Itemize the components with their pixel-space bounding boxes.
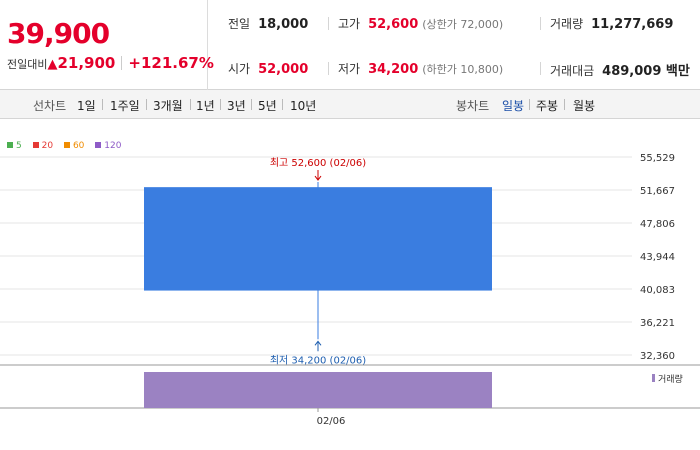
current-price: 39,900 bbox=[7, 17, 110, 50]
stat-label: 거래대금 bbox=[550, 64, 595, 78]
stat-high: 고가 52,600 (상한가 72,000) bbox=[327, 15, 504, 32]
stat-open: 시가 52,000 bbox=[228, 60, 308, 77]
price-panel: 39,900 전일대비▲21,900 +121.67% bbox=[0, 0, 214, 90]
change-label: 전일대비 bbox=[7, 58, 48, 71]
stat-sub: (하한가 10,800) bbox=[422, 63, 504, 76]
legend-item-ma60: 60 bbox=[63, 141, 85, 151]
volume-legend-label: 거래량 bbox=[658, 373, 683, 385]
stat-label: 거래량 bbox=[550, 17, 584, 31]
stat-volume: 거래량 11,277,669 bbox=[539, 15, 674, 32]
tab-1w[interactable]: 1주일 bbox=[110, 99, 140, 113]
legend-swatch bbox=[63, 142, 70, 148]
chart-period-tabs: 선차트 1일 1주일 3개월 1년 3년 5년 10년 봉차트 일봉 주봉 월봉 bbox=[0, 90, 700, 119]
divider bbox=[251, 99, 252, 110]
y-tick-label: 47,806 bbox=[640, 219, 675, 230]
high-annotation: 최고 52,600 (02/06) bbox=[270, 157, 366, 169]
stat-value: 489,009 백만 bbox=[602, 64, 690, 79]
high-marker-arrowhead bbox=[314, 175, 322, 181]
stat-label: 고가 bbox=[338, 17, 361, 31]
legend-swatch bbox=[95, 142, 102, 148]
candle-chart-title: 봉차트 bbox=[456, 99, 490, 113]
stat-label: 전일 bbox=[228, 17, 251, 31]
tab-5y[interactable]: 5년 bbox=[258, 99, 277, 113]
change-line: 전일대비▲21,900 +121.67% bbox=[7, 53, 214, 72]
legend-label: 120 bbox=[104, 141, 122, 151]
tab-10y[interactable]: 10년 bbox=[290, 99, 317, 113]
legend-label: 60 bbox=[72, 141, 85, 151]
divider bbox=[146, 99, 147, 110]
stat-value: 34,200 bbox=[368, 62, 419, 77]
line-chart-title: 선차트 bbox=[33, 99, 67, 113]
stat-label: 시가 bbox=[228, 62, 251, 76]
stat-label: 저가 bbox=[338, 62, 361, 76]
tab-monthly[interactable]: 월봉 bbox=[573, 99, 596, 113]
legend-swatch bbox=[32, 142, 39, 148]
stat-turnover: 거래대금 489,009 백만 bbox=[540, 60, 690, 79]
tab-weekly[interactable]: 주봉 bbox=[536, 99, 559, 113]
divider bbox=[190, 99, 191, 110]
up-triangle-icon: ▲ bbox=[47, 57, 58, 72]
legend-item-ma20: 20 bbox=[32, 141, 54, 151]
y-tick-label: 43,944 bbox=[640, 252, 675, 263]
stat-value: 18,000 bbox=[258, 17, 309, 32]
divider bbox=[529, 99, 530, 110]
volume-bar bbox=[144, 372, 492, 408]
change-percent: +121.67% bbox=[128, 54, 214, 72]
stat-value: 11,277,669 bbox=[591, 17, 674, 32]
legend-label: 20 bbox=[41, 141, 54, 151]
y-tick-label: 36,221 bbox=[640, 318, 675, 329]
divider bbox=[102, 99, 103, 110]
moving-average-legend: 5 20 60 120 bbox=[7, 141, 129, 151]
stat-value: 52,000 bbox=[258, 62, 309, 77]
tab-1d[interactable]: 1일 bbox=[77, 99, 96, 113]
stat-sub: (상한가 72,000) bbox=[422, 18, 504, 31]
legend-swatch bbox=[7, 142, 13, 148]
y-tick-label: 40,083 bbox=[640, 285, 675, 296]
stat-value: 52,600 bbox=[368, 17, 419, 32]
tab-3m[interactable]: 3개월 bbox=[153, 99, 183, 113]
y-tick-label: 55,529 bbox=[640, 153, 675, 164]
legend-label: 5 bbox=[16, 141, 22, 151]
y-tick-label: 32,360 bbox=[640, 351, 675, 362]
change-amount: 21,900 bbox=[57, 54, 116, 72]
divider bbox=[282, 99, 283, 110]
volume-legend-swatch bbox=[652, 374, 655, 382]
low-marker-arrowhead bbox=[314, 340, 322, 346]
low-annotation: 최저 34,200 (02/06) bbox=[270, 354, 366, 366]
stat-low: 저가 34,200 (하한가 10,800) bbox=[327, 60, 504, 77]
legend-item-ma5: 5 bbox=[7, 141, 22, 151]
tab-daily[interactable]: 일봉 bbox=[502, 99, 525, 113]
stat-prev-close: 전일 18,000 bbox=[228, 15, 308, 32]
divider bbox=[121, 56, 123, 70]
y-tick-label: 51,667 bbox=[640, 186, 675, 197]
candle-body bbox=[144, 187, 492, 291]
tab-3y[interactable]: 3년 bbox=[227, 99, 246, 113]
legend-item-ma120: 120 bbox=[95, 141, 121, 151]
quote-header: 39,900 전일대비▲21,900 +121.67% 전일 18,000 시가 52… bbox=[0, 0, 700, 90]
x-tick-label: 02/06 bbox=[317, 416, 346, 427]
tab-1y[interactable]: 1년 bbox=[196, 99, 215, 113]
divider bbox=[564, 99, 565, 110]
divider bbox=[220, 99, 221, 110]
